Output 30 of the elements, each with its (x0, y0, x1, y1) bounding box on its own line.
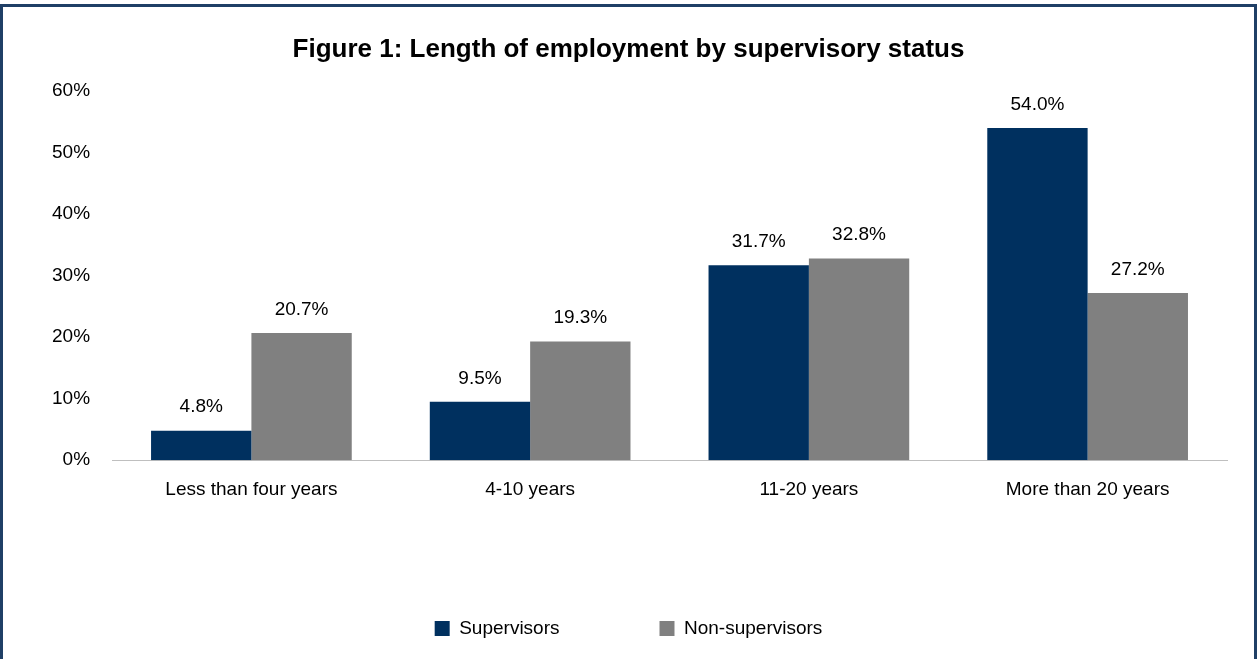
data-label: 19.3% (553, 306, 608, 328)
bar (1087, 292, 1188, 461)
y-tick-label: 10% (52, 386, 91, 408)
data-label: 4.8% (179, 395, 223, 417)
x-tick-label: Less than four years (165, 477, 338, 499)
y-tick-label: 40% (52, 202, 91, 224)
bar (708, 265, 809, 461)
legend-label: Non-supervisors (684, 616, 823, 638)
bar (987, 128, 1088, 461)
bar (429, 401, 531, 461)
bar (151, 430, 252, 461)
data-label: 31.7% (731, 229, 786, 251)
y-tick-label: 60% (52, 79, 91, 101)
chart-title: Figure 1: Length of employment by supervisory status (292, 32, 965, 63)
data-label: 32.8% (832, 223, 887, 245)
data-label: 20.7% (274, 297, 329, 319)
x-tick-label: 11-20 years (759, 477, 859, 499)
legend-label: Supervisors (459, 616, 560, 638)
bar (251, 332, 352, 461)
data-label: 9.5% (458, 366, 502, 388)
y-tick-label: 20% (52, 325, 91, 347)
x-tick-label: 4-10 years (485, 477, 576, 499)
bar (808, 258, 910, 461)
y-tick-label: 30% (52, 263, 91, 285)
bar (530, 341, 631, 461)
data-label: 54.0% (1010, 92, 1065, 114)
data-label: 27.2% (1110, 257, 1165, 279)
y-tick-label: 0% (62, 448, 91, 470)
y-tick-label: 50% (52, 140, 91, 162)
x-tick-label: More than 20 years (1005, 477, 1170, 499)
